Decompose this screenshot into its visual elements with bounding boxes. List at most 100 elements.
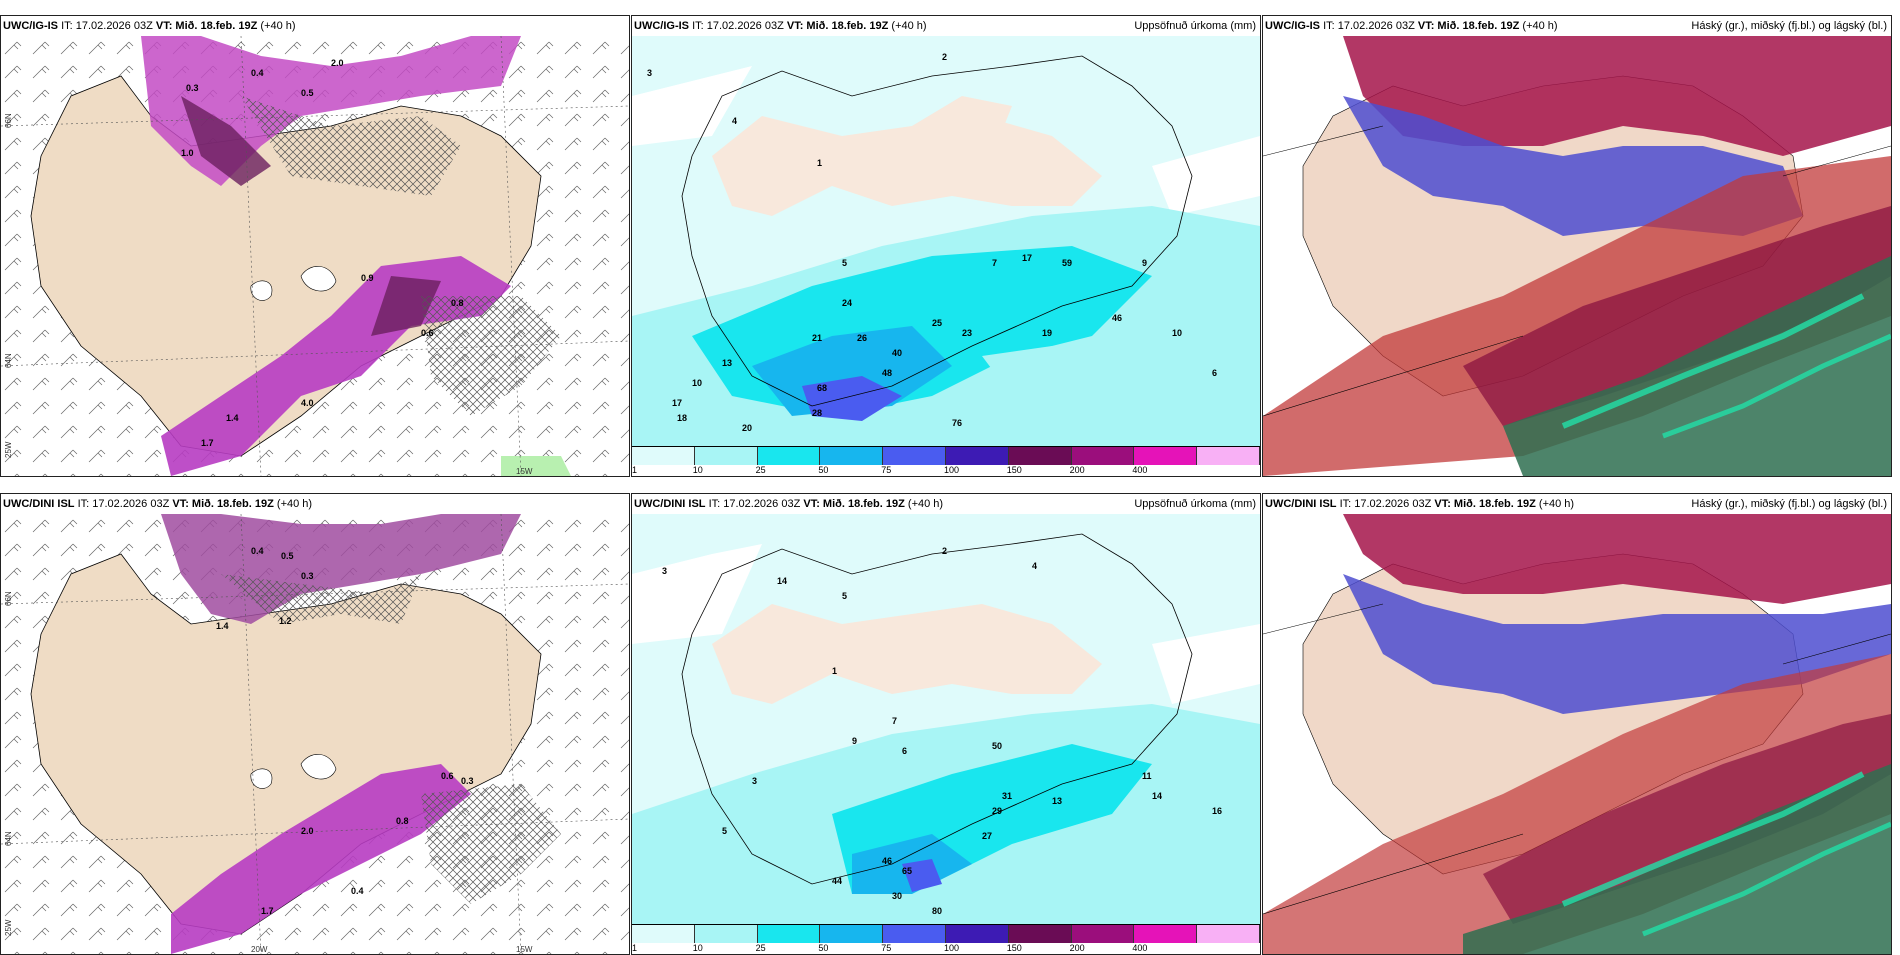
value-label: 1.7 bbox=[201, 438, 214, 448]
value-label: 5 bbox=[722, 826, 727, 836]
scale-tick-label: 10 bbox=[692, 943, 703, 953]
value-label: 21 bbox=[812, 333, 822, 343]
panel-header: UWC/DINI ISL IT: 17.02.2026 03Z VT: Mið.… bbox=[632, 494, 1260, 514]
model-name: UWC/IG-IS bbox=[3, 20, 58, 32]
init-time: IT: 17.02.2026 03Z bbox=[77, 498, 170, 510]
model-name: UWC/DINI ISL bbox=[634, 498, 706, 510]
panel-header: UWC/DINI ISL IT: 17.02.2026 03Z VT: Mið.… bbox=[1263, 494, 1891, 514]
valid-time-label: VT: bbox=[803, 498, 820, 510]
lead-time: (+40 h) bbox=[276, 498, 313, 510]
value-label: 26 bbox=[857, 333, 867, 343]
value-label: 13 bbox=[722, 358, 732, 368]
value-label: 0.8 bbox=[396, 816, 409, 826]
value-label: 3 bbox=[752, 776, 757, 786]
panel-p1: UWC/IG-IS IT: 17.02.2026 03Z VT: Mið. 18… bbox=[0, 15, 630, 477]
scale-tick-label: 400 bbox=[1132, 465, 1148, 475]
value-label: 6 bbox=[902, 746, 907, 756]
value-label: 1 bbox=[817, 158, 822, 168]
value-label: 11 bbox=[1142, 771, 1152, 781]
model-name: UWC/IG-IS bbox=[634, 20, 689, 32]
value-label: 76 bbox=[952, 418, 962, 428]
value-labels: 0.3 0.4 0.5 1.0 1.4 1.7 4.0 0.6 0.8 2.0 0.9 bbox=[181, 58, 464, 448]
value-label: 46 bbox=[1112, 313, 1122, 323]
valid-time: Mið. 18.feb. 19Z bbox=[822, 498, 905, 510]
value-label: 68 bbox=[817, 383, 827, 393]
scale-cell bbox=[945, 925, 1009, 943]
value-label: 65 bbox=[902, 866, 912, 876]
value-label: 1.7 bbox=[261, 906, 274, 916]
init-time: IT: 17.02.2026 03Z bbox=[708, 498, 801, 510]
valid-time: Mið. 18.feb. 19Z bbox=[806, 20, 889, 32]
scale-cell bbox=[694, 447, 758, 465]
scale-cell bbox=[632, 925, 695, 943]
value-label: 17 bbox=[1022, 253, 1032, 263]
scale-tick-label: 75 bbox=[881, 943, 892, 953]
panel-p3: UWC/IG-IS IT: 17.02.2026 03Z VT: Mið. 18… bbox=[1262, 15, 1892, 477]
value-label: 14 bbox=[1152, 791, 1162, 801]
map-temperature-wind: 66N 64N 25W 15W 0.3 0.4 0.5 1.0 1.4 1.7 4.0 0.6… bbox=[1, 36, 629, 476]
valid-time: Mið. 18.feb. 19Z bbox=[1453, 498, 1536, 510]
model-name: UWC/IG-IS bbox=[1265, 20, 1320, 32]
value-label: 19 bbox=[1042, 328, 1052, 338]
lat-label-66n: 66N bbox=[4, 113, 13, 128]
lon-label-15w: 15W bbox=[516, 467, 533, 476]
scale-cell bbox=[883, 925, 946, 943]
value-label: 1.4 bbox=[216, 621, 229, 631]
value-label: 44 bbox=[832, 876, 842, 886]
value-label: 1.2 bbox=[279, 616, 292, 626]
scale-cell bbox=[1071, 447, 1135, 465]
value-label: 80 bbox=[932, 906, 942, 916]
value-label: 10 bbox=[1172, 328, 1182, 338]
scale-cell bbox=[694, 925, 758, 943]
scale-cell bbox=[1197, 447, 1260, 465]
value-label: 24 bbox=[842, 298, 852, 308]
scale-tick-label: 25 bbox=[755, 465, 766, 475]
lead-time: (+40 h) bbox=[891, 20, 927, 32]
value-label: 31 bbox=[1002, 791, 1012, 801]
scale-tick-label: 100 bbox=[944, 465, 960, 475]
scale-tick-label: 1 bbox=[632, 943, 638, 953]
value-label: 46 bbox=[882, 856, 892, 866]
init-time: IT: 17.02.2026 03Z bbox=[61, 20, 153, 32]
value-label: 16 bbox=[1212, 806, 1222, 816]
lat-label-64n: 64N bbox=[4, 831, 13, 846]
value-label: 40 bbox=[892, 348, 902, 358]
value-label: 2.0 bbox=[301, 826, 314, 836]
scale-tick-label: 25 bbox=[755, 943, 766, 953]
valid-time: Mið. 18.feb. 19Z bbox=[175, 20, 258, 32]
scale-cell bbox=[1134, 925, 1198, 943]
value-label: 23 bbox=[962, 328, 972, 338]
scale-cell bbox=[1197, 925, 1260, 943]
panel-title: Uppsöfnuð úrkoma (mm) bbox=[1134, 498, 1256, 510]
panel-title: Háský (gr.), miðský (fj.bl.) og lágský (… bbox=[1691, 20, 1887, 32]
value-label: 20 bbox=[742, 423, 752, 433]
panel-header: UWC/DINI ISL IT: 17.02.2026 03Z VT: Mið.… bbox=[1, 494, 629, 514]
init-time: IT: 17.02.2026 03Z bbox=[1339, 498, 1432, 510]
value-label: 48 bbox=[882, 368, 892, 378]
value-label: 13 bbox=[1052, 796, 1062, 806]
scale-cell bbox=[820, 925, 884, 943]
value-label: 28 bbox=[812, 408, 822, 418]
valid-time: Mið. 18.feb. 19Z bbox=[191, 498, 274, 510]
value-label: 0.6 bbox=[421, 328, 434, 338]
scale-tick-label: 50 bbox=[818, 465, 829, 475]
panel-title: Háský (gr.), miðský (fj.bl.) og lágský (… bbox=[1691, 498, 1887, 510]
scale-tick-label: 100 bbox=[944, 943, 960, 953]
value-labels: 0.4 0.5 0.3 1.4 1.2 0.6 0.8 2.0 1.7 0.4 0.3 bbox=[216, 546, 474, 916]
value-label: 50 bbox=[992, 741, 1002, 751]
scale-cell bbox=[945, 447, 1009, 465]
value-label: 59 bbox=[1062, 258, 1072, 268]
value-label: 2 bbox=[942, 546, 947, 556]
value-label: 25 bbox=[932, 318, 942, 328]
value-label: 5 bbox=[842, 258, 847, 268]
value-label: 4 bbox=[1032, 561, 1037, 571]
model-name: UWC/DINI ISL bbox=[1265, 498, 1337, 510]
scale-cell bbox=[883, 447, 946, 465]
value-label: 0.4 bbox=[251, 546, 264, 556]
value-label: 4.0 bbox=[301, 398, 314, 408]
lat-label-64n: 64N bbox=[4, 353, 13, 368]
iceland-landmass bbox=[681, 533, 1193, 885]
